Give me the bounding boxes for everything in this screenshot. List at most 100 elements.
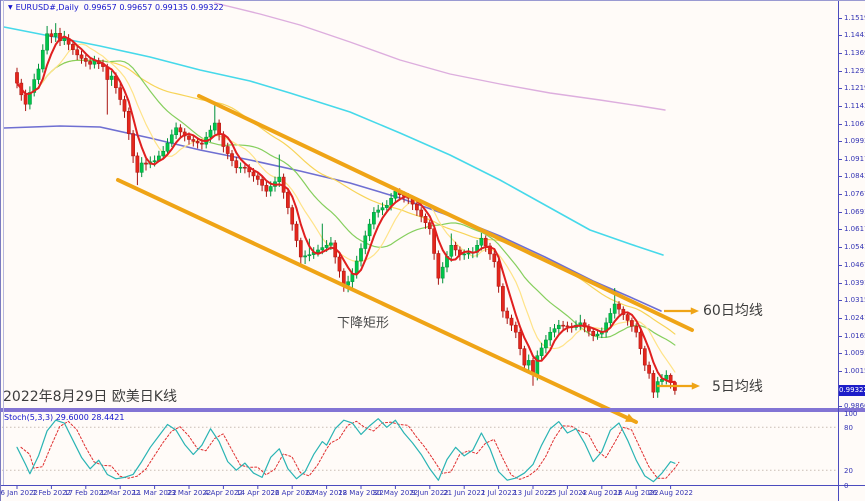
candle-body — [436, 253, 441, 279]
candle-body — [307, 254, 312, 257]
candle-body — [423, 216, 428, 223]
candle-body — [195, 141, 200, 144]
ma5-callout-arrow-head — [691, 382, 700, 390]
pane-separator[interactable] — [0, 408, 865, 412]
candle-body — [174, 127, 178, 136]
candle-body — [294, 223, 299, 241]
candle-body — [126, 111, 131, 134]
date-axis-label: 17 Feb 2022 — [64, 489, 108, 497]
candle-body — [45, 33, 49, 51]
price-axis-label: 1.13690 — [844, 48, 865, 57]
candle-body — [88, 61, 92, 65]
candle-body — [49, 33, 54, 37]
price-axis-label: 1.03150 — [844, 296, 865, 305]
ma-yellow-slow-line — [16, 59, 676, 335]
candle-body — [212, 122, 217, 131]
ma-60-blue — [3, 125, 662, 312]
price-axis-label: 1.10670 — [844, 119, 865, 128]
price-axis-label: 1.04670 — [844, 260, 865, 269]
price-tick — [838, 264, 842, 266]
price-tick — [838, 194, 842, 196]
candle-body — [526, 360, 531, 366]
candle-body — [509, 317, 514, 326]
ma-cyan-longterm — [3, 26, 664, 256]
candle-body — [264, 185, 269, 192]
candle-body — [260, 179, 264, 186]
candle-body — [152, 160, 157, 163]
annotation-ma60[interactable]: 60日均线 — [703, 303, 763, 319]
annotation-ma5[interactable]: 5日均线 — [712, 379, 763, 395]
stoch-scale-label: 100 — [844, 410, 858, 418]
price-tick — [838, 353, 842, 355]
annotation-date-note[interactable]: 2022年8月29日 欧美日K线 — [3, 389, 177, 405]
window-edge-top — [0, 0, 865, 1]
date-axis-label: 11 Mar 2022 — [132, 489, 177, 497]
candle-body — [367, 223, 372, 237]
candle-body — [642, 348, 647, 366]
candle-body — [165, 142, 170, 152]
candle-body — [548, 331, 553, 341]
date-axis-label: 4 Aug 2022 — [581, 489, 622, 497]
price-axis-label: 1.12930 — [844, 66, 865, 75]
candle-body — [617, 303, 621, 310]
price-tick — [838, 335, 842, 337]
candle-body — [251, 171, 256, 177]
ma60-callout-arrow-head — [690, 307, 699, 315]
price-tick — [838, 35, 842, 37]
candle-body — [539, 347, 544, 356]
candles-layer — [15, 23, 677, 399]
price-axis-label: 1.00910 — [844, 349, 865, 358]
channel-lower-line[interactable] — [116, 178, 638, 424]
date-axis-label: 18 May 2022 — [338, 489, 384, 497]
stoch-main-line — [16, 418, 676, 483]
candle-body — [389, 197, 393, 206]
date-axis-label: 16 Aug 2022 — [613, 489, 659, 497]
ma-plum-longterm — [214, 2, 666, 111]
price-axis-label: 1.09170 — [844, 154, 865, 163]
stoch-indicator-label: Stoch(5,3,3) 29.6000 28.4421 — [4, 413, 125, 422]
candle-body — [634, 326, 639, 333]
candle-body — [556, 324, 561, 329]
candle-body — [595, 333, 600, 336]
window-edge-left — [0, 0, 1, 501]
candle-body — [591, 331, 596, 336]
candle-body — [32, 79, 37, 93]
candle-body — [346, 281, 350, 286]
candle-body — [71, 44, 75, 50]
price-axis-label: 1.12190 — [844, 84, 865, 92]
date-axis-label: 6 May 2022 — [305, 489, 348, 497]
price-tick — [838, 88, 842, 89]
candle-body — [53, 32, 58, 37]
candle-body — [552, 328, 557, 333]
channel-upper-line[interactable] — [197, 94, 694, 332]
price-tick — [838, 176, 842, 178]
price-tick — [838, 300, 842, 302]
candle-body — [290, 207, 295, 225]
chart-title-bar: ▼ EURUSD#,Daily 0.99657 0.99657 0.99135 0.… — [8, 3, 224, 12]
candle-body — [372, 212, 376, 225]
candle-body — [208, 129, 213, 138]
triangle-down-icon[interactable]: ▼ — [8, 4, 13, 11]
candle-body — [83, 58, 88, 62]
price-axis-border — [838, 0, 839, 501]
price-axis-label: 1.06910 — [844, 208, 865, 217]
price-tick — [838, 123, 842, 125]
stoch-signal-line — [20, 420, 680, 480]
price-tick — [838, 141, 842, 143]
price-tick — [838, 282, 842, 284]
annotation-descending-rectangle[interactable]: 下降矩形 — [337, 316, 390, 331]
price-axis-label: 1.00150 — [844, 366, 865, 375]
date-axis-label: 13 Jul 2022 — [513, 489, 553, 497]
candle-body — [75, 49, 80, 56]
price-axis-label: 1.15190 — [844, 13, 865, 22]
candle-body — [496, 261, 501, 287]
candle-body — [638, 331, 643, 349]
candle-body — [630, 320, 634, 327]
candle-body — [40, 49, 45, 70]
price-axis-label: 1.03910 — [844, 278, 865, 287]
candle-body — [612, 303, 617, 314]
price-tick — [838, 158, 842, 160]
date-axis-label: 1 Jul 2022 — [481, 489, 517, 497]
